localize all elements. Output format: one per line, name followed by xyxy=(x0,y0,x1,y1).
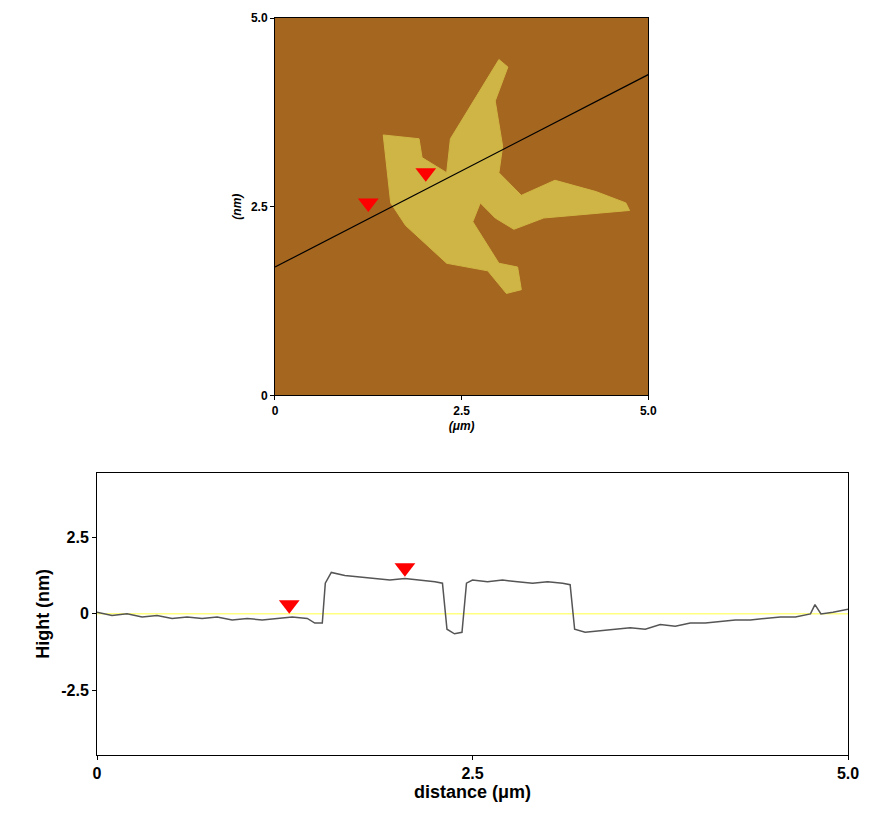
svg-text:Hight (nm): Hight (nm) xyxy=(33,569,53,659)
svg-text:0: 0 xyxy=(261,389,268,403)
svg-text:(nm): (nm) xyxy=(230,194,244,220)
svg-text:5.0: 5.0 xyxy=(837,765,859,782)
svg-text:0: 0 xyxy=(272,404,279,418)
svg-text:-2.5: -2.5 xyxy=(61,682,89,699)
svg-text:5.0: 5.0 xyxy=(251,11,268,25)
svg-text:distance (μm): distance (μm) xyxy=(414,782,531,802)
svg-text:2.5: 2.5 xyxy=(67,529,89,546)
svg-text:0: 0 xyxy=(93,765,102,782)
svg-text:2.5: 2.5 xyxy=(453,404,470,418)
svg-text:(μm): (μm) xyxy=(449,419,475,433)
svg-text:5.0: 5.0 xyxy=(640,404,657,418)
svg-text:0: 0 xyxy=(80,605,89,622)
svg-text:2.5: 2.5 xyxy=(251,200,268,214)
svg-text:2.5: 2.5 xyxy=(461,765,483,782)
